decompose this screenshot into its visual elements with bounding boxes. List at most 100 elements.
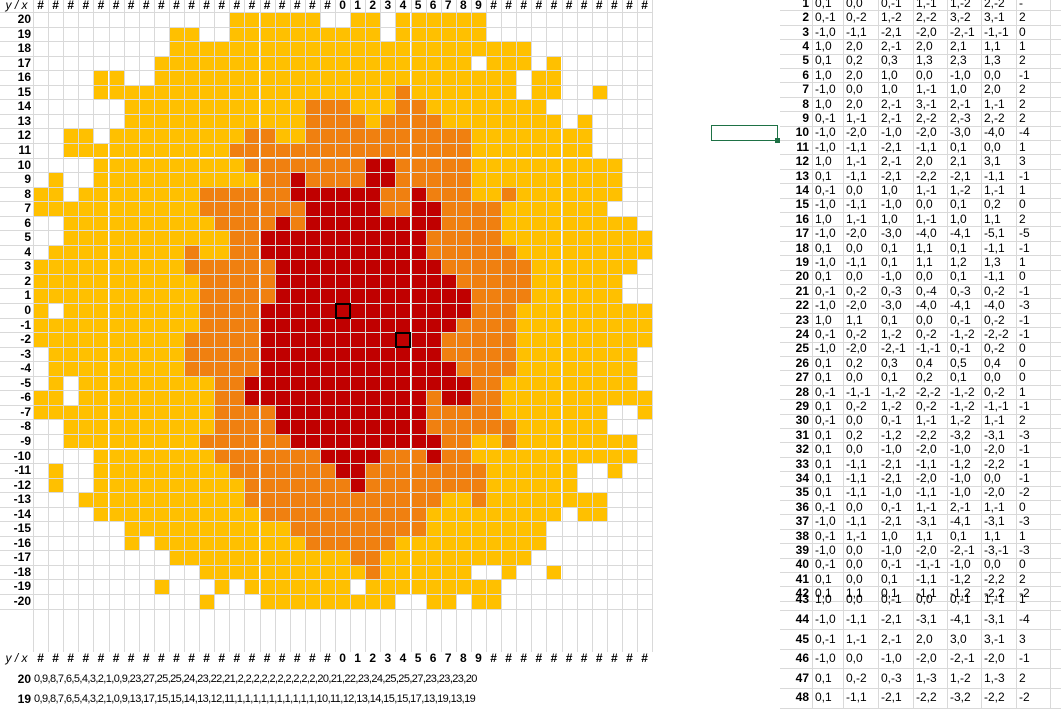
coord-cell: 0,1 [815, 571, 832, 586]
heat-cell [381, 158, 396, 173]
gridline-horizontal [0, 564, 652, 566]
heat-cell [305, 129, 320, 143]
heat-cell [79, 143, 94, 158]
coord-cell: 2,-2 [916, 10, 937, 25]
heat-cell [547, 85, 562, 100]
coord-cell: -1,-2 [950, 384, 975, 399]
coord-cell: 0,-1 [815, 110, 836, 125]
row-number: 44 [795, 611, 809, 626]
coord-cell: 2,0 [846, 38, 863, 53]
heat-cell [200, 85, 215, 100]
row-number: 1 [802, 0, 809, 10]
coord-cell: -1,2 [881, 427, 902, 442]
heat-cell [396, 42, 411, 56]
heat-cell [124, 129, 139, 143]
coord-cell: -3,1 [916, 514, 937, 529]
heat-cell [411, 114, 426, 129]
coord-cell: 0,-3 [950, 283, 971, 298]
coord-cell: 2,0 [916, 38, 933, 53]
coord-cell: 0,0 [846, 269, 863, 284]
coord-cell: -3 [1019, 298, 1030, 313]
heat-cell [305, 158, 320, 173]
coord-cell: 0,1 [815, 269, 832, 284]
coord-cell: 2 [1019, 10, 1026, 25]
coord-cell: -1,0 [815, 298, 836, 313]
coord-cell: -4,0 [984, 298, 1005, 313]
coord-cell: 0,3 [881, 355, 898, 370]
coord-cell: 1,1 [984, 528, 1001, 543]
heat-cell [230, 13, 245, 27]
coord-cell: 2,1 [950, 38, 967, 53]
coord-cell: -1,-1 [984, 398, 1009, 413]
coord-cell: 0,0 [984, 470, 1001, 485]
coord-cell: -1,0 [881, 651, 902, 666]
selected-cell[interactable] [711, 125, 780, 143]
coord-cell: -1,0 [815, 611, 836, 626]
heat-cell [320, 158, 335, 173]
heat-cell [351, 100, 366, 114]
coord-cell: -1,1 [984, 168, 1005, 183]
heat-cell [215, 114, 230, 129]
heat-cell [456, 158, 471, 173]
heat-cell [245, 27, 260, 42]
coord-cell: 1 [1019, 528, 1026, 543]
coord-cell: 0,-1 [881, 592, 902, 607]
coord-cell: -2 [1019, 690, 1030, 705]
coord-cell: -1 [1019, 67, 1030, 82]
coord-cell: 0,-2 [846, 326, 867, 341]
heat-cell [441, 85, 456, 100]
coord-cell: -2,2 [984, 456, 1005, 471]
row-number: 20 [795, 269, 809, 284]
heat-cell [351, 71, 366, 85]
row-number: 43 [795, 592, 809, 607]
coord-cell: -4 [1019, 611, 1030, 626]
heat-cell [169, 42, 184, 56]
coord-cell: 0,1 [815, 670, 832, 685]
gridline-horizontal [0, 128, 652, 130]
gridline-vertical [199, 0, 201, 652]
heat-cell [139, 114, 154, 129]
gridline-vertical [606, 0, 608, 652]
coord-cell: -1,1 [916, 485, 937, 500]
coord-cell: 2,-1 [950, 499, 971, 514]
heat-cell [275, 114, 290, 129]
gridline-horizontal [0, 84, 652, 86]
gridline-vertical [652, 0, 654, 652]
coord-cell: -3,0 [881, 298, 902, 313]
coord-cell: 2,0 [846, 96, 863, 111]
coord-cell: 1 [1019, 592, 1026, 607]
gridline-vertical [214, 0, 216, 652]
coord-cell: 2,0 [916, 631, 933, 646]
heat-cell [290, 56, 305, 71]
heat-cell [547, 129, 562, 143]
heat-cell [456, 42, 471, 56]
gridline-vertical [591, 0, 593, 652]
gridline-horizontal [0, 288, 652, 290]
heat-cell [154, 100, 169, 114]
coord-cell: 0,1 [815, 485, 832, 500]
coord-cell: 0,1 [950, 240, 967, 255]
heat-cell [517, 158, 532, 173]
heat-cell [351, 158, 366, 173]
heat-cell [592, 85, 607, 100]
heat-cell [396, 158, 411, 173]
coord-cell: 0,-1 [815, 631, 836, 646]
coord-cell: 1 [1019, 182, 1026, 197]
heat-cell [124, 114, 139, 129]
coord-cell: -2,0 [846, 298, 867, 313]
row-number: 23 [795, 312, 809, 327]
coord-cell: 3,-1 [916, 96, 937, 111]
heat-cell [411, 100, 426, 114]
coord-cell: -2,2 [916, 168, 937, 183]
coord-cell: 1,0 [950, 82, 967, 97]
coord-cell: 2 [1019, 110, 1026, 125]
fill-handle[interactable] [775, 138, 780, 143]
heat-cell [336, 56, 351, 71]
coord-cell: -1,0 [881, 542, 902, 557]
coord-cell: -1,1 [846, 470, 867, 485]
row-number: 39 [795, 542, 809, 557]
coord-cell: -1,1 [846, 456, 867, 471]
gridline-horizontal [0, 448, 652, 450]
heat-cell [275, 85, 290, 100]
